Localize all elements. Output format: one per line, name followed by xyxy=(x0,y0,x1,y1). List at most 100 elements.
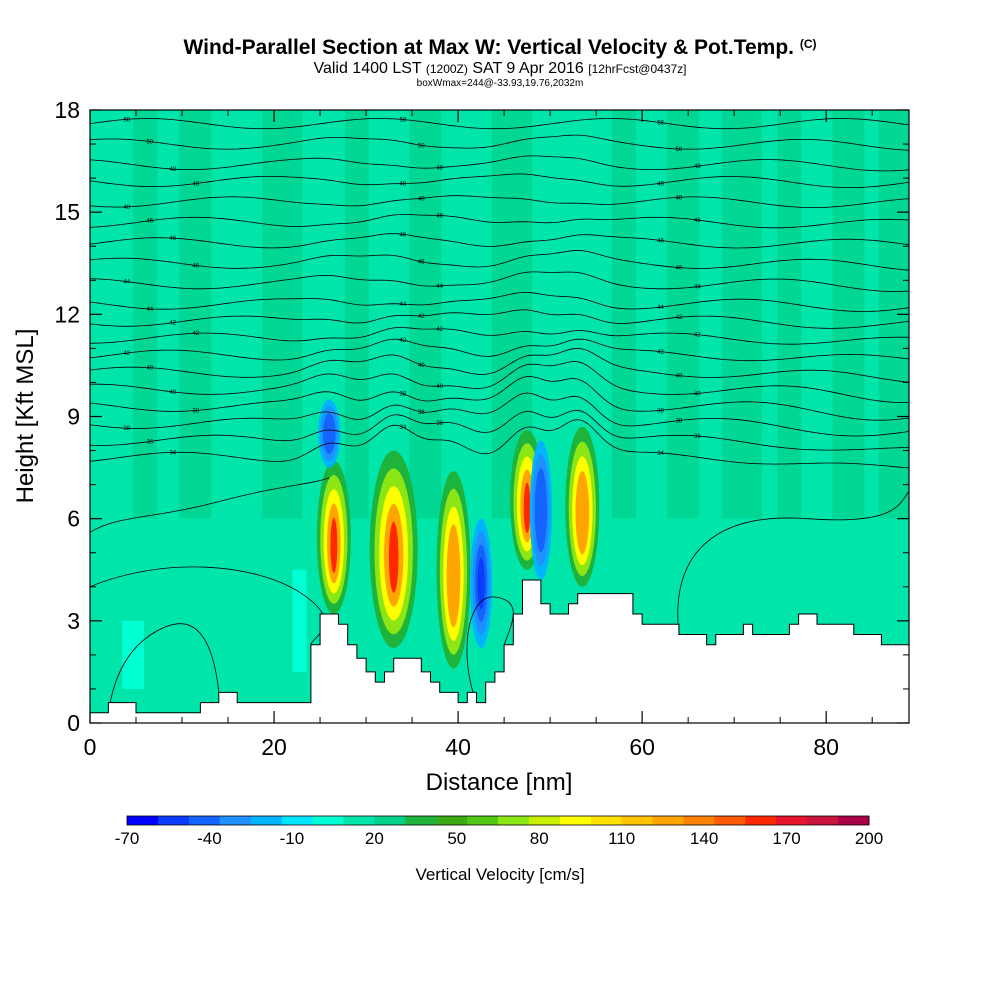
isentrope-label: 38 xyxy=(400,392,407,398)
isentrope-label: 42 xyxy=(192,331,199,337)
isentrope-label: 44 xyxy=(436,284,443,290)
isentrope-label: 42 xyxy=(169,321,176,327)
bg-streak xyxy=(666,110,699,519)
isentrope-label: 40 xyxy=(418,363,425,369)
colorbar-swatch xyxy=(745,816,777,825)
isentrope-label: 48 xyxy=(400,181,407,187)
isentrope-label: 48 xyxy=(436,166,443,172)
y-tick-label: 9 xyxy=(67,404,80,430)
colorbar-tick-label: -10 xyxy=(280,829,305,848)
isentrope xyxy=(90,214,909,229)
colorbar-tick-label: 200 xyxy=(855,829,883,848)
isentrope xyxy=(90,309,909,329)
downdraft-core xyxy=(323,413,336,454)
background-streaks xyxy=(90,110,909,723)
colorbar-tick-label: 170 xyxy=(772,829,800,848)
isentrope-label: 44 xyxy=(657,305,664,311)
isentrope xyxy=(90,195,909,208)
isentrope-label: 46 xyxy=(400,232,407,238)
chart-title-text: Wind-Parallel Section at Max W: Vertical… xyxy=(183,36,794,59)
colorbar-tick-label: -40 xyxy=(197,829,222,848)
colorbar-frame xyxy=(126,815,870,826)
colorbar-swatch xyxy=(776,816,808,825)
isentrope-label: 46 xyxy=(676,266,683,272)
isentrope-label: 50 xyxy=(146,140,153,146)
low-level-contour xyxy=(90,477,330,533)
valid-date: SAT 9 Apr 2016 xyxy=(472,60,584,77)
isentrope-label: 44 xyxy=(694,285,701,291)
copyright-mark: (C) xyxy=(799,37,817,51)
isentrope-label: 34 xyxy=(657,451,664,457)
isentrope-label: 48 xyxy=(169,167,176,173)
isentrope-label: 42 xyxy=(400,338,407,344)
updraft-core xyxy=(523,482,531,534)
weak-sink-band xyxy=(122,620,145,689)
velocity-cores xyxy=(316,399,600,669)
y-tick-label: 0 xyxy=(67,710,80,736)
isentrope xyxy=(90,173,909,188)
colorbar-swatch xyxy=(405,816,437,825)
bg-streak xyxy=(722,110,763,519)
isentrope-label: 38 xyxy=(418,410,425,416)
isentrope-label: 50 xyxy=(418,143,425,149)
isentrope-label: 34 xyxy=(400,425,407,431)
colorbar-swatch xyxy=(436,816,468,825)
low-level-contour xyxy=(466,596,514,703)
isentrope-label: 48 xyxy=(192,182,199,188)
isentrope-label: 38 xyxy=(676,418,683,424)
isentrope-label: 42 xyxy=(694,333,701,339)
valid-time: Valid 1400 LST xyxy=(313,60,422,77)
isentrope-label: 38 xyxy=(657,408,664,414)
low-level-contour xyxy=(677,491,909,635)
isentrope-lines: 58 58 58 50 50 50 48 48 48 48 48 48 48 48 48 46 46 46 46 46… xyxy=(90,117,909,713)
x-tick-label: 0 xyxy=(84,734,97,760)
colorbar-swatch xyxy=(374,816,406,825)
colorbar-tick-label: 80 xyxy=(530,829,549,848)
isentrope-label: 48 xyxy=(657,181,664,187)
isentrope xyxy=(90,271,909,292)
isentrope xyxy=(90,376,909,421)
isentrope-label: 40 xyxy=(169,390,176,396)
chart-subtitle: Valid 1400 LST (1200Z) SAT 9 Apr 2016 [1… xyxy=(0,60,1000,78)
colorbar-swatch xyxy=(683,816,715,825)
colorbar-swatch xyxy=(714,816,746,825)
isentrope-label: 58 xyxy=(400,118,407,124)
isentrope-label: 44 xyxy=(146,307,153,313)
x-axis-label: Distance [nm] xyxy=(426,769,573,796)
isentrope xyxy=(90,155,909,172)
y-tick-label: 15 xyxy=(54,199,80,225)
isentrope xyxy=(90,347,909,383)
isentrope-label: 46 xyxy=(694,218,701,224)
isentrope-label: 46 xyxy=(436,214,443,220)
isentrope-label: 36 xyxy=(436,421,443,427)
isentrope-label: 46 xyxy=(657,238,664,244)
isentrope xyxy=(90,292,909,312)
isentrope-label: 40 xyxy=(436,384,443,390)
isentrope-label: 58 xyxy=(123,117,130,123)
low-level-contour xyxy=(108,623,220,713)
isentrope-label: 46 xyxy=(169,236,176,242)
y-tick-label: 6 xyxy=(67,506,80,532)
isentrope xyxy=(90,134,909,151)
updraft-core xyxy=(446,524,461,628)
colorbar-tick-label: 110 xyxy=(608,829,635,848)
downdraft-core xyxy=(477,557,485,610)
isentrope-label: 46 xyxy=(146,219,153,225)
updraft-core xyxy=(388,521,399,593)
isentrope xyxy=(90,419,909,469)
boxmax-info: boxWmax=244@-33.93,19.76,2032m xyxy=(416,78,584,89)
isentrope-label: 50 xyxy=(676,147,683,153)
isentrope-label: 38 xyxy=(123,426,130,432)
valid-utc: (1200Z) xyxy=(425,62,468,76)
colorbar-swatch xyxy=(498,816,530,825)
isentrope-label: 42 xyxy=(676,315,683,321)
colorbar-swatch xyxy=(127,816,159,825)
isentrope-label: 34 xyxy=(169,450,176,456)
updraft-core xyxy=(330,517,338,573)
colorbar-swatch xyxy=(652,816,684,825)
isentrope-label: 48 xyxy=(123,205,130,211)
colorbar-swatch xyxy=(219,816,252,825)
weak-sink-band xyxy=(292,569,307,672)
y-axis-label: Height [Kft MSL] xyxy=(12,329,39,504)
